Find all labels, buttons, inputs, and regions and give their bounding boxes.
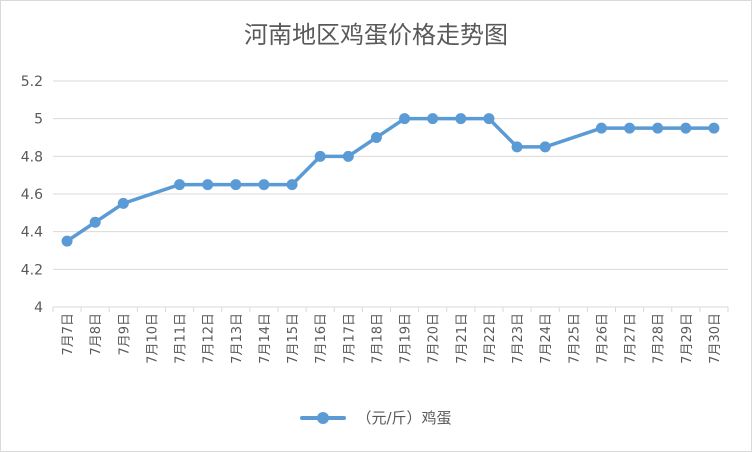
y-tick-label: 4.2 (21, 262, 43, 278)
y-tick-label: 4 (34, 300, 43, 316)
x-tick-label: 7月17日 (342, 313, 357, 364)
legend-label: （元/斤）鸡蛋 (356, 409, 452, 427)
data-point (708, 122, 720, 134)
data-point (230, 179, 242, 191)
data-point (286, 179, 298, 191)
x-tick-label: 7月12日 (202, 313, 217, 364)
legend-line-marker-icon (300, 411, 347, 425)
data-point (652, 122, 664, 134)
x-tick-label: 7月9日 (117, 313, 132, 356)
x-tick-label: 7月7日 (61, 313, 76, 356)
x-tick-label: 7月15日 (286, 313, 301, 364)
x-tick-label: 7月21日 (455, 313, 470, 364)
data-point (314, 150, 326, 162)
data-point (202, 179, 214, 191)
x-tick-label: 7月28日 (652, 313, 667, 364)
data-point (89, 216, 101, 228)
y-tick-label: 4.6 (21, 187, 43, 203)
data-point (680, 122, 692, 134)
x-tick-label: 7月27日 (624, 313, 639, 364)
x-tick-label: 7月20日 (427, 313, 442, 364)
data-point (258, 179, 270, 191)
x-tick-label: 7月16日 (314, 313, 329, 364)
x-tick-label: 7月26日 (595, 313, 610, 364)
data-point (399, 113, 411, 125)
chart-title: 河南地区鸡蛋价格走势图 (244, 21, 508, 49)
x-tick-label: 7月13日 (230, 313, 245, 364)
data-point (61, 235, 73, 247)
x-tick-label: 7月10日 (145, 313, 160, 364)
y-tick-label: 5.2 (21, 74, 43, 90)
data-point (595, 122, 607, 134)
data-point (427, 113, 439, 125)
series-line (65, 116, 716, 243)
x-tick-label: 7月30日 (708, 313, 723, 364)
data-point (511, 141, 523, 153)
data-point (342, 150, 354, 162)
x-tick-label: 7月18日 (370, 313, 385, 364)
x-tick-label: 7月19日 (399, 313, 414, 364)
data-point (174, 179, 186, 191)
legend: （元/斤）鸡蛋 (1, 407, 751, 428)
y-tick-label: 4.8 (21, 149, 43, 165)
data-point (539, 141, 551, 153)
data-point (455, 113, 467, 125)
data-point (117, 197, 129, 209)
y-tick-label: 5 (34, 112, 43, 128)
x-tick-label: 7月22日 (483, 313, 498, 364)
y-tick-label: 4.4 (21, 225, 43, 241)
data-point (370, 132, 382, 143)
x-tick-label: 7月8日 (89, 313, 104, 356)
data-point (483, 113, 495, 125)
x-tick-label: 7月23日 (511, 313, 526, 364)
data-point (624, 122, 636, 134)
x-tick-label: 7月11日 (174, 313, 189, 364)
x-tick-label: 7月25日 (567, 313, 582, 364)
x-tick-label: 7月14日 (258, 313, 273, 364)
x-tick-label: 7月29日 (680, 313, 695, 364)
x-tick-label: 7月24日 (539, 313, 554, 364)
